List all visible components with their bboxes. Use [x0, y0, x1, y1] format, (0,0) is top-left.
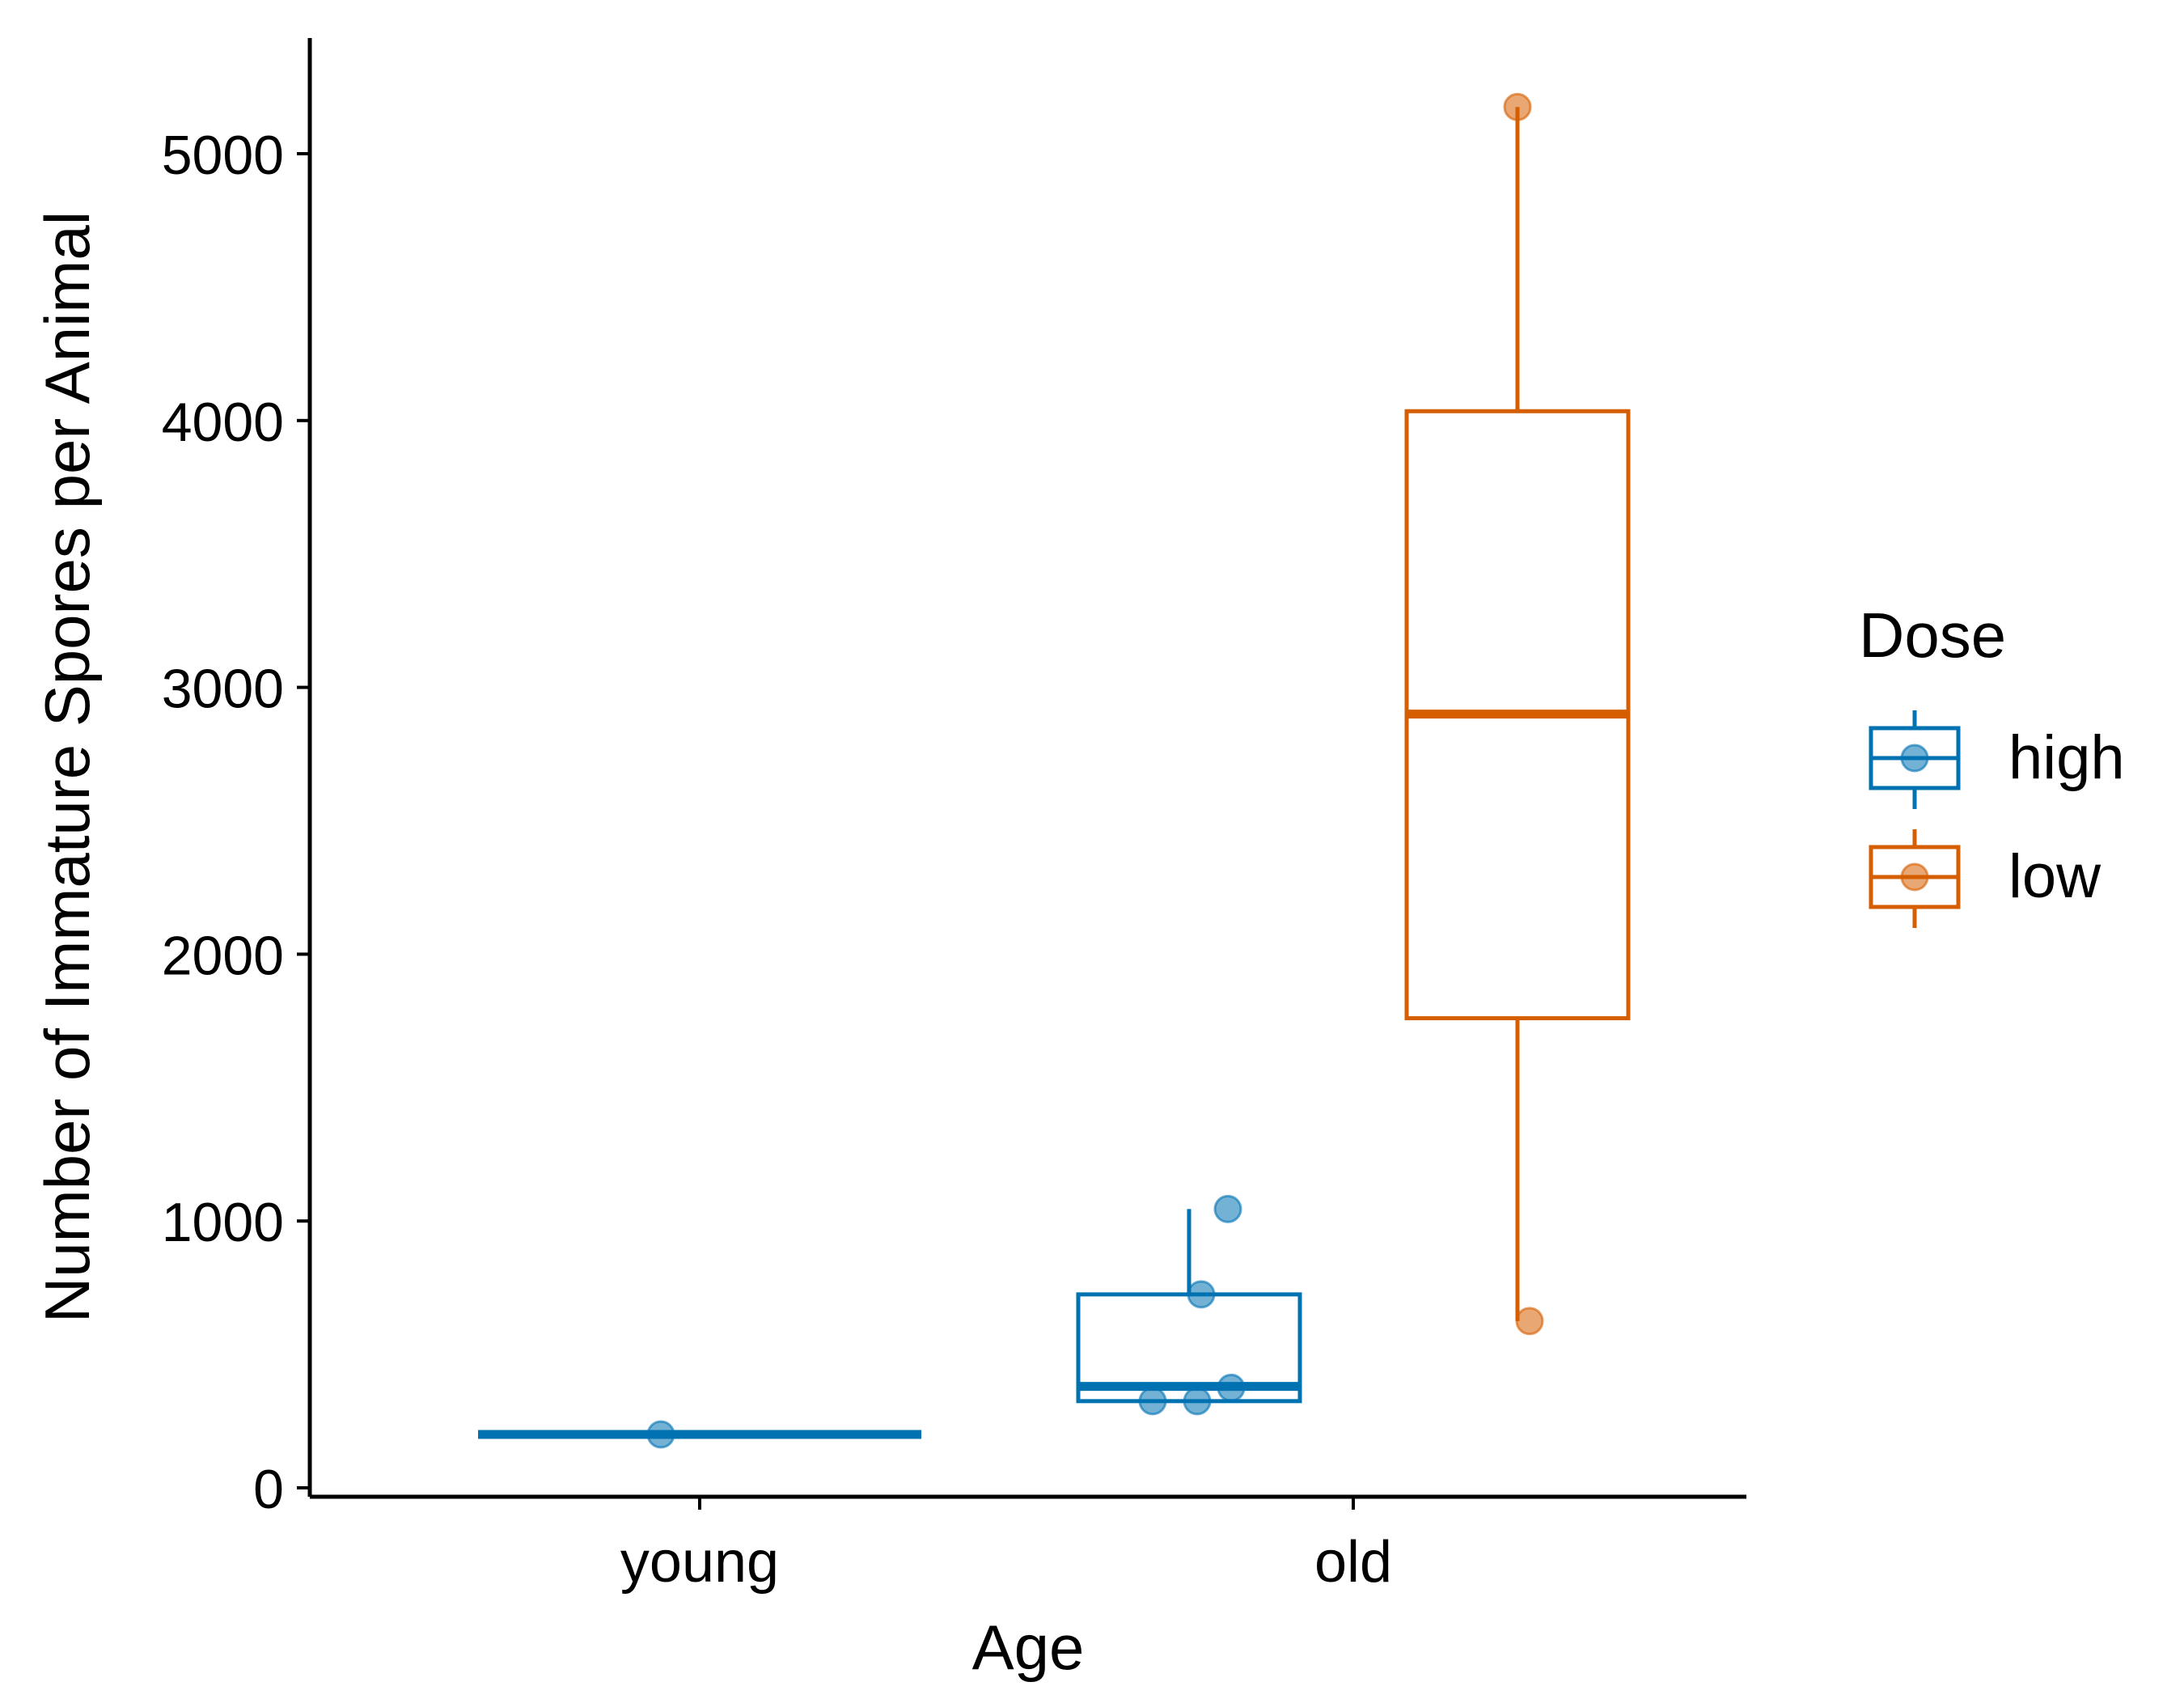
- y-tick-label: 3000: [162, 659, 284, 720]
- data-point-low: [1515, 1307, 1544, 1336]
- data-point-high: [1187, 1280, 1216, 1309]
- box-high-old: [1076, 1209, 1302, 1404]
- legend-item-high: high: [1869, 710, 2125, 809]
- data-point-high: [646, 1420, 675, 1449]
- box-low-old: [1404, 107, 1631, 1321]
- x-tick-label: young: [620, 1530, 779, 1595]
- plot-area: [478, 92, 1631, 1449]
- data-point-high: [1138, 1387, 1167, 1416]
- y-tick-label: 1000: [162, 1192, 284, 1253]
- data-point-high: [1213, 1194, 1242, 1223]
- x-axis-ticks: young old: [620, 1497, 1392, 1595]
- y-axis-ticks: 0 1000 2000 3000 4000 5000: [162, 125, 310, 1520]
- legend-item-low: low: [1869, 829, 2101, 928]
- x-tick-label: old: [1314, 1530, 1392, 1595]
- legend-label-high: high: [2008, 723, 2125, 792]
- y-axis-title: Number of Immature Spores per Animal: [32, 211, 103, 1323]
- x-axis-title: Age: [972, 1612, 1085, 1683]
- y-tick-label: 2000: [162, 925, 284, 986]
- legend: Dose high low: [1859, 600, 2125, 928]
- y-tick-label: 0: [253, 1459, 284, 1520]
- data-point-low: [1503, 92, 1532, 121]
- legend-items: high low: [1869, 710, 2125, 928]
- data-point-high: [1183, 1387, 1212, 1416]
- y-tick-label: 4000: [162, 392, 284, 453]
- legend-label-low: low: [2008, 842, 2101, 911]
- legend-key-point: [1900, 862, 1929, 892]
- y-tick-label: 5000: [162, 125, 284, 186]
- legend-title: Dose: [1859, 600, 2006, 671]
- legend-key-point: [1900, 744, 1929, 773]
- data-point-high: [1217, 1373, 1246, 1402]
